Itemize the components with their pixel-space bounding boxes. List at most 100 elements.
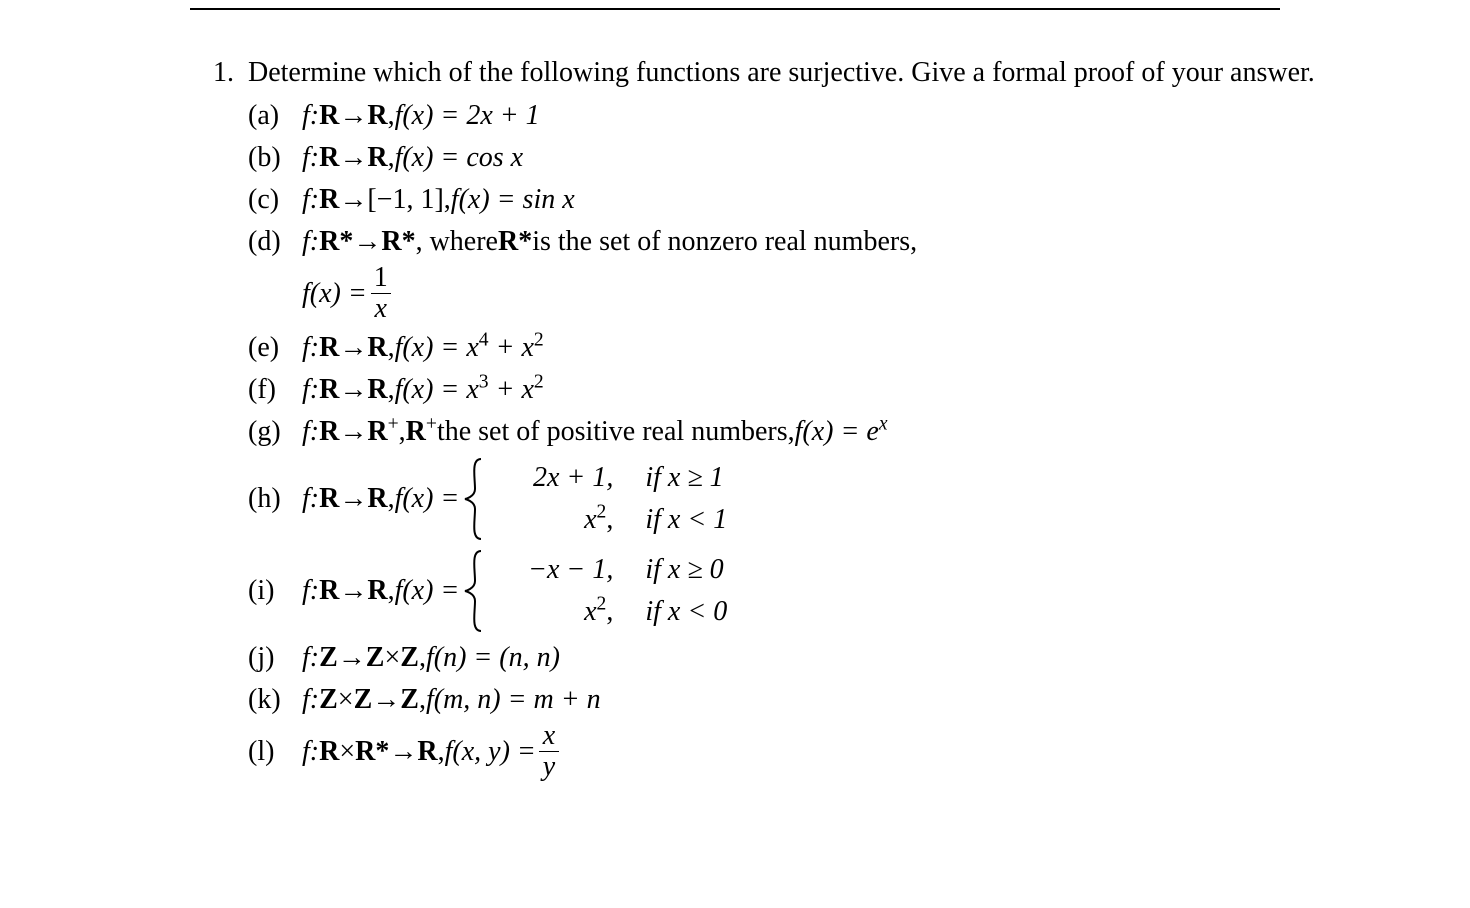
item-g-exp: x <box>879 414 888 435</box>
item-g-arrow: → <box>339 413 367 451</box>
item-f-fxpre: f(x) = x <box>395 374 479 405</box>
problem-body: Determine which of the following functio… <box>248 54 1320 784</box>
item-i-comma: , <box>388 572 395 610</box>
item-h-dom: R <box>319 480 339 518</box>
item-h-label: (h) <box>248 480 302 518</box>
item-h-row1-sup: 2 <box>597 502 607 523</box>
item-d-where-bold: R* <box>498 223 532 261</box>
item-i-arrow: → <box>339 572 367 610</box>
item-d-frac-den: x <box>371 293 391 323</box>
item-a-arrow: → <box>339 97 367 135</box>
item-l-dom-a: R <box>319 733 339 771</box>
item-a-label: (a) <box>248 97 302 135</box>
item-l-arrow: → <box>389 733 417 771</box>
item-f-label: (f) <box>248 371 302 409</box>
item-e-mid: + x <box>489 332 534 363</box>
item-f-comma: , <box>388 371 395 409</box>
item-l-fraction: x y <box>539 722 559 781</box>
left-brace-icon <box>463 549 485 633</box>
item-g-dom: R <box>319 413 339 451</box>
item-h-arrow: → <box>339 480 367 518</box>
item-k-dom-a: Z <box>319 681 338 719</box>
item-e: (e) f: R → R , f(x) = x4 + x2 <box>248 328 1320 368</box>
item-g-cod: R <box>367 416 387 447</box>
item-i-cod: R <box>367 572 387 610</box>
item-b-fpre: f: <box>302 139 319 177</box>
item-f-content: f: R → R , f(x) = x3 + x2 <box>302 371 544 409</box>
item-e-label: (e) <box>248 329 302 367</box>
item-f-exp2: 2 <box>534 372 544 393</box>
item-e-arrow: → <box>339 329 367 367</box>
item-h-comma: , <box>388 480 395 518</box>
item-c-label: (c) <box>248 181 302 219</box>
item-a-dom: R <box>319 97 339 135</box>
top-rule <box>190 8 1280 10</box>
item-b-content: f: R → R , f(x) = cos x <box>302 139 523 177</box>
item-e-fpre: f: <box>302 329 319 367</box>
item-i-row-1: x2, if x < 0 <box>491 591 761 633</box>
item-d-indent: f(x) = 1 x <box>302 264 1320 324</box>
item-i-rows: −x − 1, if x ≥ 0 x2, if x < 0 <box>485 549 761 633</box>
item-g-fpre: f: <box>302 413 319 451</box>
item-j-arrow: → <box>338 639 366 677</box>
item-i-label: (i) <box>248 572 302 610</box>
item-k-content: f: Z × Z → Z , f(m, n) = m + n <box>302 681 601 719</box>
item-c-comma: , <box>444 181 451 219</box>
item-h-row0-expr: 2x + 1, <box>533 462 613 493</box>
item-f-fx: f(x) = x3 + x2 <box>395 371 544 409</box>
item-e-content: f: R → R , f(x) = x4 + x2 <box>302 329 544 367</box>
item-a: (a) f: R → R , f(x) = 2x + 1 <box>248 96 1320 136</box>
item-j-times: × <box>384 639 400 677</box>
problem-stem: Determine which of the following functio… <box>248 54 1320 92</box>
item-e-comma: , <box>388 329 395 367</box>
item-j-comma: , <box>419 639 426 677</box>
item-g-desc-post: the set of positive real numbers, <box>437 413 795 451</box>
item-d-frac-num: 1 <box>370 264 392 293</box>
item-k-label: (k) <box>248 681 302 719</box>
item-g: (g) f: R → R+ , R+ the set of positive r… <box>248 412 1320 452</box>
item-b-label: (b) <box>248 139 302 177</box>
item-l-fpre: f: <box>302 733 319 771</box>
item-i-content: f: R → R , f(x) = −x − 1, <box>302 549 761 633</box>
item-i-piecewise: −x − 1, if x ≥ 0 x2, if x < 0 <box>463 549 761 633</box>
item-k-fpre: f: <box>302 681 319 719</box>
item-c-fx: f(x) = sin x <box>451 181 575 219</box>
item-h-row-1: x2, if x < 1 <box>491 499 761 541</box>
item-l-fxpre: f(x, y) = <box>445 733 536 771</box>
item-c: (c) f: R → [−1, 1] , f(x) = sin x <box>248 180 1320 220</box>
item-d-where-pre: , where <box>416 223 498 261</box>
item-h-row0-cond: if x ≥ 1 <box>621 459 761 497</box>
item-g-desc-sup: + <box>426 414 437 435</box>
item-i-row1-cond: if x < 0 <box>621 593 761 631</box>
item-f: (f) f: R → R , f(x) = x3 + x2 <box>248 370 1320 410</box>
item-h: (h) f: R → R , f(x) = <box>248 454 1320 544</box>
item-l-cod: R <box>417 733 437 771</box>
item-l-content: f: R × R* → R , f(x, y) = x y <box>302 722 562 781</box>
item-j-dom: Z <box>319 639 338 677</box>
item-e-cod: R <box>367 329 387 367</box>
left-brace-icon <box>463 457 485 541</box>
problem-stem-row: 1. Determine which of the following func… <box>200 54 1320 784</box>
item-c-fpre: f: <box>302 181 319 219</box>
item-k-arrow: → <box>372 681 400 719</box>
item-h-row1-post: , <box>606 504 613 535</box>
item-b-fx: f(x) = cos x <box>395 139 524 177</box>
item-j: (j) f: Z → Z × Z , f(n) = (n, n) <box>248 638 1320 678</box>
item-c-cod: [−1, 1] <box>367 181 443 219</box>
item-h-row1-cond: if x < 1 <box>621 501 761 539</box>
item-k-times1: × <box>338 681 354 719</box>
item-list: (a) f: R → R , f(x) = 2x + 1 (b) f: <box>248 96 1320 782</box>
item-e-dom: R <box>319 329 339 367</box>
item-j-cod-b: Z <box>400 639 419 677</box>
item-j-content: f: Z → Z × Z , f(n) = (n, n) <box>302 639 560 677</box>
item-k-cod: Z <box>400 681 419 719</box>
item-d-label: (d) <box>248 223 302 261</box>
item-c-content: f: R → [−1, 1] , f(x) = sin x <box>302 181 575 219</box>
item-e-exp2: 2 <box>534 330 544 351</box>
item-d-cod: R* <box>381 223 415 261</box>
problem-number: 1. <box>200 54 234 92</box>
item-i: (i) f: R → R , f(x) = <box>248 546 1320 636</box>
item-h-fpre: f: <box>302 480 319 518</box>
item-g-fxpre: f(x) = e <box>795 416 879 447</box>
item-c-dom: R <box>319 181 339 219</box>
